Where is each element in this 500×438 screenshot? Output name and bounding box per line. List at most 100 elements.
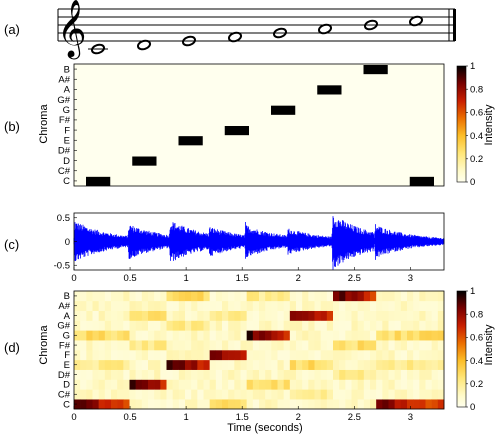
heatmap-cell	[104, 291, 112, 302]
heatmap-cell	[135, 310, 143, 321]
heatmap-cell	[209, 291, 217, 302]
x-tick-label: 0.5	[123, 273, 136, 284]
heatmap-cell	[296, 291, 303, 302]
heatmap-cell	[357, 340, 365, 351]
heatmap-cell	[376, 350, 383, 361]
heatmap-cell	[314, 291, 321, 302]
heatmap-cell	[123, 320, 130, 331]
heatmap-cell	[111, 389, 118, 400]
heatmap-cell	[80, 389, 87, 400]
heatmap-cell	[209, 350, 217, 361]
heatmap-cell	[185, 300, 192, 311]
heatmap-cell	[283, 389, 291, 400]
heatmap-cell	[117, 300, 124, 311]
heatmap-cell	[80, 320, 87, 331]
heatmap-cell	[277, 350, 284, 361]
heatmap-cell	[148, 330, 155, 341]
heatmap-cell	[185, 369, 192, 380]
heatmap-cell	[252, 359, 260, 370]
heatmap-cell	[240, 291, 247, 302]
heatmap-cell	[388, 330, 395, 341]
heatmap-cell	[148, 350, 155, 361]
heatmap-cell	[394, 340, 402, 351]
heatmap-cell	[302, 399, 309, 410]
heatmap-cell	[209, 379, 217, 390]
y-tick-label: B	[64, 291, 70, 302]
heatmap-cell	[197, 330, 204, 341]
heatmap-cell	[98, 399, 106, 410]
heatmap-cell	[283, 369, 291, 380]
heatmap-cell	[351, 350, 358, 361]
heatmap-cell	[265, 399, 272, 410]
heatmap-cell	[259, 291, 266, 302]
heatmap-cell	[425, 291, 432, 302]
heatmap-cell	[172, 379, 180, 390]
y-tick-label: C	[63, 176, 70, 187]
heatmap-cell	[141, 300, 149, 311]
heatmap-cell	[252, 310, 260, 321]
heatmap-cell	[209, 300, 217, 311]
heatmap-cell	[265, 330, 272, 341]
heatmap-cell	[135, 379, 143, 390]
heatmap-cell	[357, 399, 365, 410]
y-tick-label: A#	[58, 301, 70, 312]
heatmap-cell	[431, 399, 439, 410]
heatmap-cell	[289, 330, 297, 341]
heatmap-cell	[111, 399, 118, 410]
heatmap-cell	[363, 320, 371, 331]
heatmap-cell	[209, 389, 217, 400]
heatmap-cell	[234, 399, 241, 410]
heatmap-cell	[92, 330, 99, 341]
heatmap-cell	[388, 310, 395, 321]
heatmap-cell	[141, 359, 149, 370]
heatmap-cell	[240, 300, 247, 311]
heatmap-cell	[111, 330, 118, 341]
heatmap-cell	[228, 359, 235, 370]
heatmap-cell	[296, 300, 303, 311]
heatmap-cell	[86, 330, 93, 341]
heatmap-cell	[265, 340, 272, 351]
x-tick-label: 2	[296, 273, 301, 284]
heatmap-cell	[308, 379, 315, 390]
y-tick-label: F#	[59, 340, 71, 351]
heatmap-cell	[419, 340, 426, 351]
heatmap-cell	[111, 300, 118, 311]
heatmap-cell	[129, 369, 136, 380]
heatmap-cell	[104, 330, 112, 341]
heatmap-cell	[185, 399, 192, 410]
heatmap-cell	[104, 310, 112, 321]
heatmap-cell	[203, 300, 210, 311]
heatmap-cell	[80, 330, 87, 341]
heatmap-cell	[191, 389, 198, 400]
heatmap-cell	[86, 291, 93, 302]
heatmap-cell	[117, 389, 124, 400]
heatmap-cell	[382, 340, 389, 351]
heatmap-cell	[178, 320, 186, 331]
plot-frame	[73, 63, 445, 187]
heatmap-cell	[400, 300, 408, 311]
y-tick-label: F#	[59, 115, 71, 126]
heatmap-cell	[419, 320, 426, 331]
heatmap-cell	[419, 300, 426, 311]
heatmap-cell	[308, 330, 315, 341]
heatmap-cell	[271, 340, 278, 351]
heatmap-cell	[154, 320, 161, 331]
heatmap-cell	[308, 399, 315, 410]
heatmap-cell	[123, 310, 130, 321]
heatmap-cell	[259, 330, 266, 341]
heatmap-cell	[117, 399, 124, 410]
heatmap-cell	[141, 399, 149, 410]
heatmap-cell	[98, 330, 106, 341]
heatmap-cell	[141, 379, 149, 390]
heatmap-cell	[240, 310, 247, 321]
heatmap-cell	[333, 399, 340, 410]
heatmap-cell	[394, 359, 402, 370]
heatmap-cell	[111, 350, 118, 361]
heatmap-cell	[123, 399, 130, 410]
heatmap-cell	[320, 300, 328, 311]
heatmap-cell	[234, 350, 241, 361]
heatmap-cell	[431, 340, 439, 351]
heatmap-cell	[246, 389, 254, 400]
heatmap-cell	[123, 300, 130, 311]
heatmap-cell	[413, 310, 420, 321]
